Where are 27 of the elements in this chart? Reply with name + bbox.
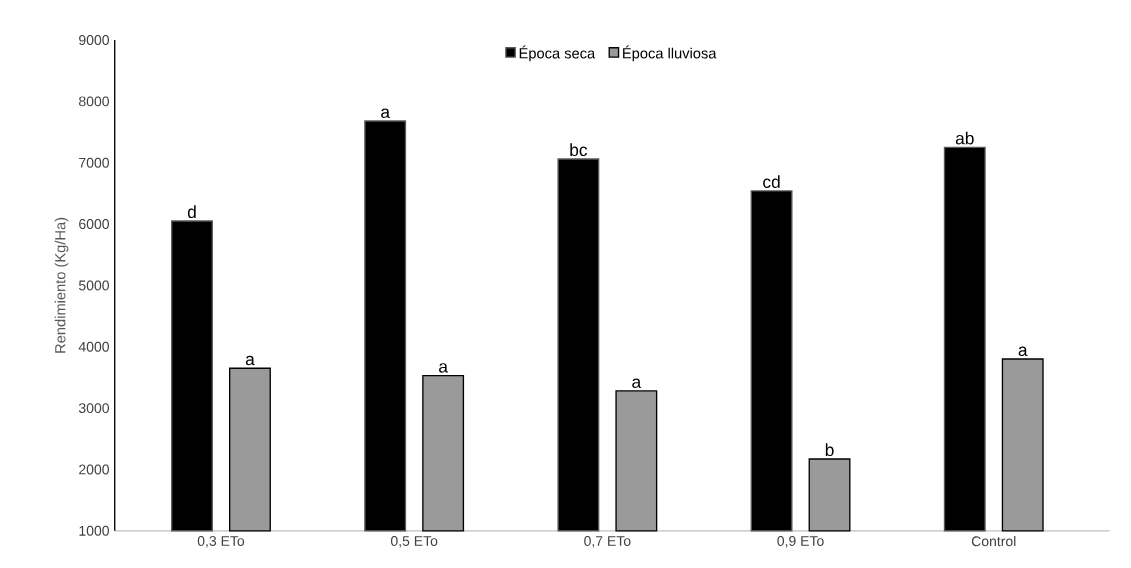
data-label: bc [570, 143, 588, 157]
data-label: a [381, 108, 391, 118]
data-label: cd [763, 175, 780, 188]
x-tick-label: 0,5 ETo [390, 535, 438, 548]
data-label: a [632, 378, 642, 388]
x-tick-label: 0,3 ETo [197, 535, 245, 548]
y-tick-label: 3000 [78, 403, 109, 413]
data-label: a [1018, 346, 1028, 357]
y-axis-title: Rendimiento (Kg/Ha) [54, 217, 69, 353]
data-label: d [187, 205, 196, 218]
y-tick-label: 5000 [78, 280, 109, 291]
legend-label: Época seca [519, 45, 596, 62]
y-tick-label: 6000 [79, 219, 109, 229]
x-tick-label: 0,9 ETo [777, 535, 824, 548]
data-label: a [245, 355, 255, 366]
y-tick-label: 9000 [79, 34, 109, 45]
data-label: a [439, 363, 448, 373]
y-tick-label: 1000 [79, 525, 109, 536]
data-label: ab [955, 131, 974, 145]
y-tick-label: 7000 [79, 157, 109, 168]
x-tick-label: 0,7 ETo [584, 535, 631, 548]
x-tick-label: Control [971, 535, 1016, 547]
y-tick-label: 8000 [79, 96, 109, 107]
y-tick-label: 4000 [78, 341, 109, 352]
data-label: b [825, 443, 834, 457]
legend-label: Época lluviosa [623, 45, 717, 62]
y-tick-label: 2000 [79, 464, 109, 475]
